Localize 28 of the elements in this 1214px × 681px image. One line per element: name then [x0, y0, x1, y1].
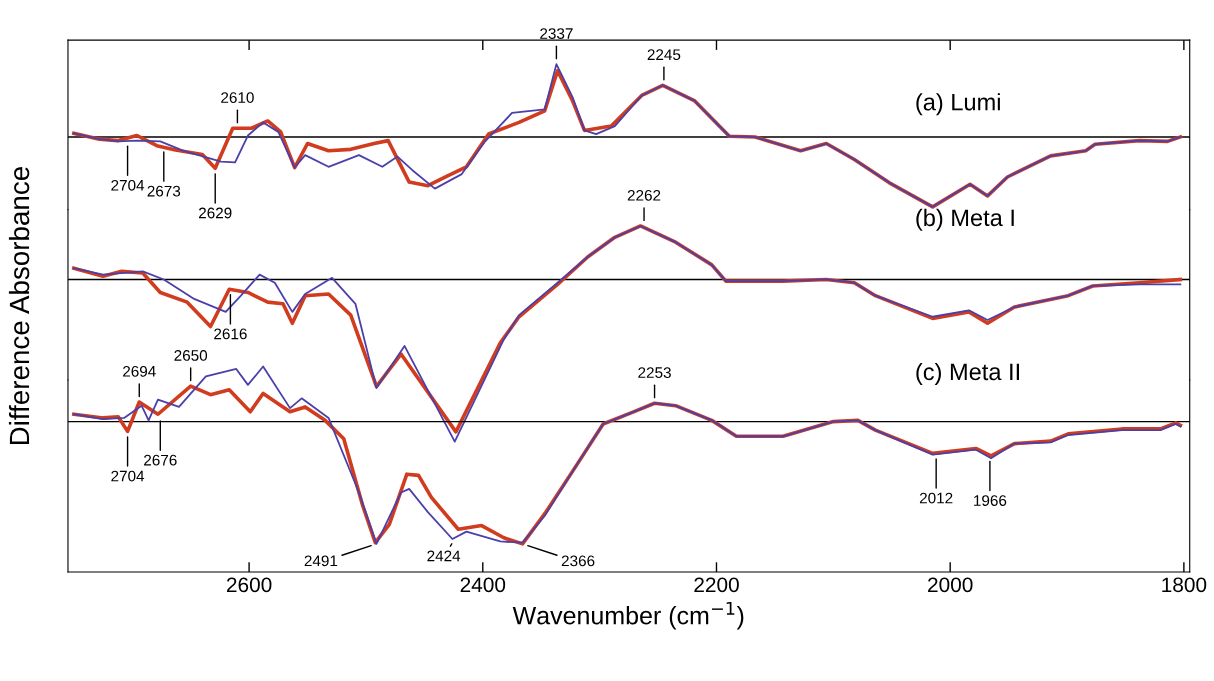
annotation: 2673	[147, 185, 181, 197]
annotation: 2253	[638, 367, 671, 378]
annotation: 2366	[561, 555, 595, 567]
chart-title: (b) Meta I	[916, 208, 1014, 231]
y-axis-title: Difference Absorbance	[8, 167, 30, 445]
x-axis-title: Wavenumber (cm$^{−1}$)	[512, 601, 744, 630]
x-tick-label: 2600	[226, 577, 272, 593]
annotation: 2616	[214, 328, 247, 340]
text: (a) Lumi	[916, 93, 1000, 116]
annotation: 2629	[198, 207, 232, 219]
annotation: 1966	[974, 495, 1007, 506]
chart-title: (c) Meta II	[916, 362, 1019, 385]
annotation: 2610	[221, 92, 254, 103]
annotation: 2012	[919, 492, 953, 504]
annotation: 2694	[123, 365, 156, 377]
x-tick-label: 2000	[928, 577, 973, 593]
x-tick-label: 1800	[1162, 577, 1207, 593]
annotation: 2262	[627, 189, 661, 201]
x-tick-label: 2200	[694, 577, 739, 593]
annotation: 2337	[540, 28, 573, 39]
x-tick-label: 2400	[460, 577, 506, 593]
annotation: 2676	[144, 454, 177, 466]
annotation: 2424	[427, 550, 461, 562]
annotation: 2491	[304, 555, 338, 567]
annotation: 2245	[647, 49, 681, 61]
annotation: 2704	[111, 179, 145, 191]
annotation: 2704	[111, 470, 145, 482]
annotation: 2650	[174, 350, 208, 361]
